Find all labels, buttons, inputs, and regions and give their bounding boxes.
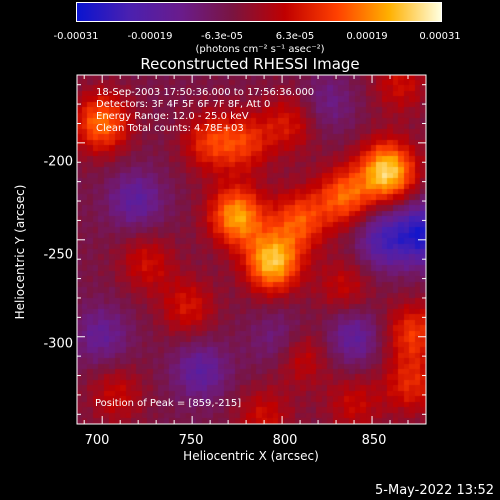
heatmap-image bbox=[77, 75, 426, 424]
colorbar-tick-label: -0.00031 bbox=[53, 31, 99, 42]
x-tick-label: 800 bbox=[272, 433, 298, 448]
total-counts-label: Clean Total counts: 4.78E+03 bbox=[96, 123, 244, 134]
x-tick-label: 700 bbox=[84, 433, 110, 448]
plot-title: Reconstructed RHESSI Image bbox=[140, 55, 360, 73]
x-tick-label: 750 bbox=[178, 433, 204, 448]
colorbar bbox=[76, 2, 442, 22]
energy-range-label: Energy Range: 12.0 - 25.0 keV bbox=[96, 111, 249, 122]
detectors-label: Detectors: 3F 4F 5F 6F 7F 8F, Att 0 bbox=[96, 99, 271, 110]
y-tick-label: -250 bbox=[43, 247, 73, 263]
colorbar-units-label: (photons cm⁻² s⁻¹ asec⁻²) bbox=[195, 44, 325, 55]
x-axis-label: Heliocentric X (arcsec) bbox=[183, 449, 319, 463]
colorbar-tick-label: 6.3e-05 bbox=[275, 31, 315, 42]
y-axis-label: Heliocentric Y (arcsec) bbox=[13, 184, 27, 320]
colorbar-tick-label: 0.00019 bbox=[346, 31, 388, 42]
colorbar-tick-label: -6.3e-05 bbox=[201, 31, 243, 42]
plot-frame bbox=[76, 74, 427, 425]
colorbar-tick-label: 0.00031 bbox=[419, 31, 461, 42]
time-range-label: 18-Sep-2003 17:50:36.000 to 17:56:36.000 bbox=[96, 87, 315, 98]
colorbar-tick-label: -0.00019 bbox=[127, 31, 173, 42]
y-tick-label: -300 bbox=[43, 336, 73, 352]
timestamp-label: 5-May-2022 13:52 bbox=[375, 483, 494, 498]
x-tick-label: 850 bbox=[361, 433, 387, 448]
y-tick-label: -200 bbox=[43, 154, 73, 170]
peak-position-label: Position of Peak = [859,-215] bbox=[95, 398, 242, 409]
